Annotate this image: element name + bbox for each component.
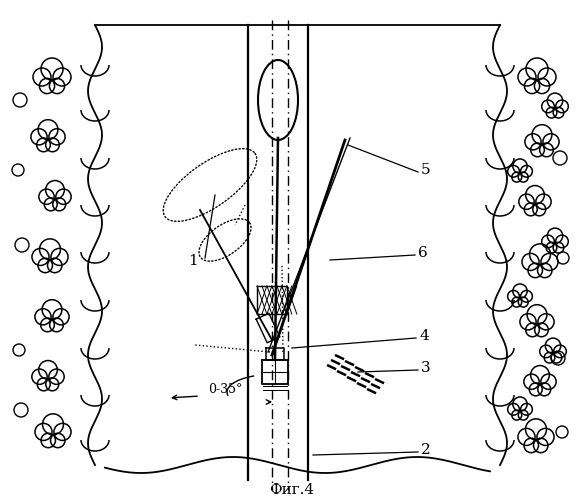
Text: 5: 5	[421, 163, 430, 177]
Text: 3: 3	[421, 361, 430, 375]
Text: 0-35°: 0-35°	[208, 383, 242, 396]
Text: 1: 1	[188, 254, 198, 268]
Text: 4: 4	[419, 329, 429, 343]
Text: Фиг.4: Фиг.4	[269, 483, 315, 497]
Text: 6: 6	[418, 246, 427, 260]
Text: 2: 2	[421, 443, 431, 457]
